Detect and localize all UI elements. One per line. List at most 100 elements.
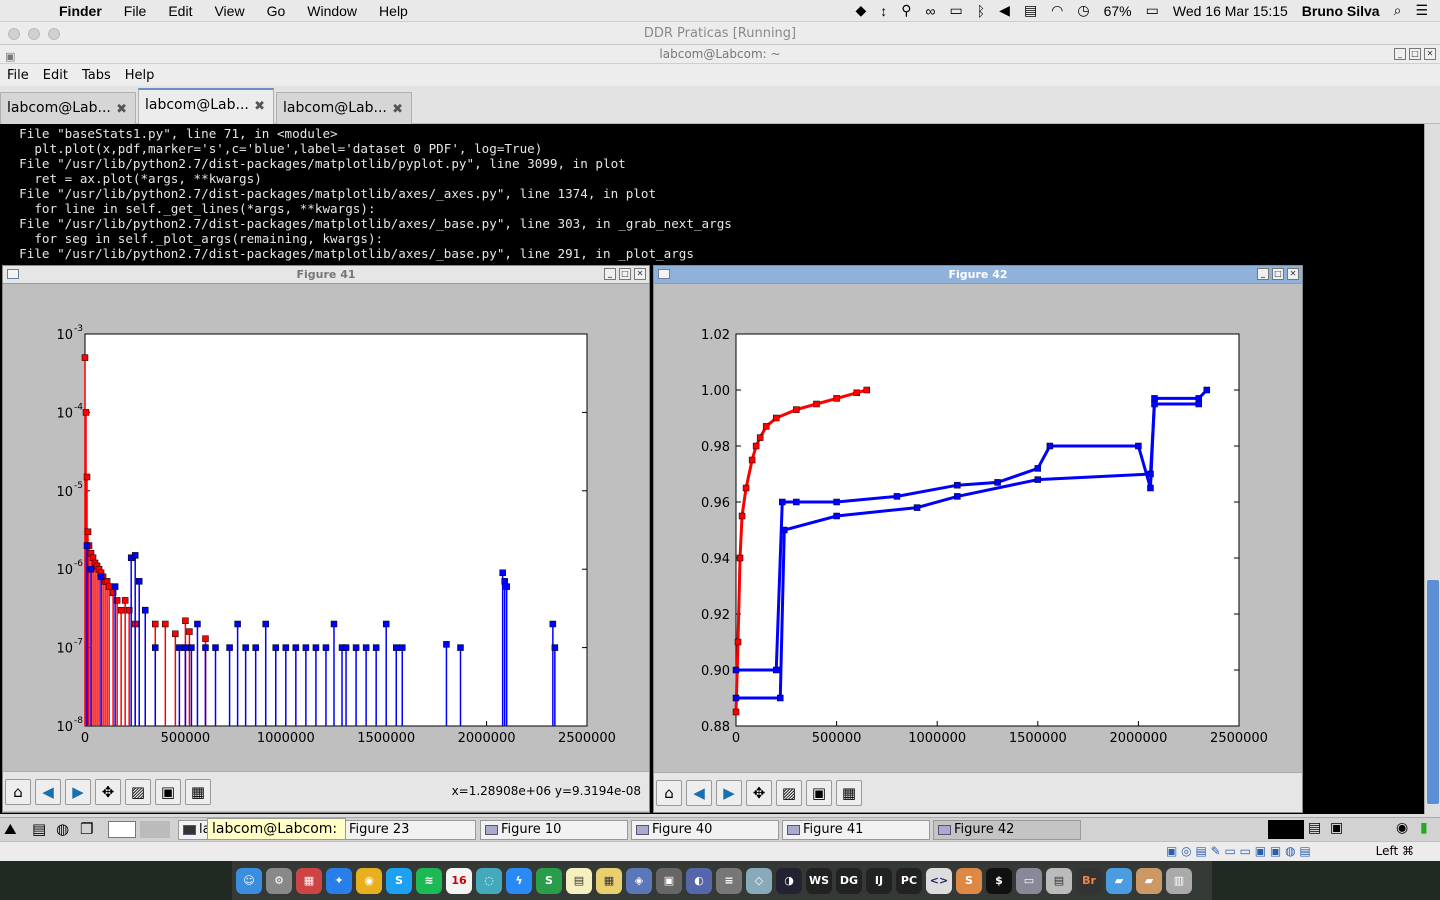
menu-go[interactable]: Go [266, 2, 286, 19]
terminal-dock-icon[interactable]: $ [986, 867, 1012, 894]
terminal-tab-2[interactable]: labcom@Lab... ✖ [138, 88, 274, 124]
volume-icon[interactable]: ◀ [999, 2, 1010, 18]
save-icon[interactable]: ▦ [836, 779, 862, 806]
battery-icon[interactable]: ▭ [1145, 2, 1159, 18]
menu-window[interactable]: Window [307, 2, 358, 19]
close-tab-icon[interactable]: ✖ [392, 102, 403, 117]
terminal-scrollbar-thumb[interactable] [1427, 580, 1439, 804]
bluetooth-icon[interactable]: ᛒ [976, 2, 986, 19]
forward-icon[interactable]: ▶ [65, 778, 91, 805]
pan-icon[interactable]: ✥ [746, 779, 772, 806]
vm-zoom-button[interactable] [48, 28, 60, 40]
task-figure-10[interactable]: Figure 10 [480, 820, 628, 840]
virtualbox-icon[interactable]: ◈ [626, 867, 652, 894]
sync-icon[interactable]: ↕ [880, 2, 888, 19]
terminal-menu-help[interactable]: Help [124, 67, 155, 83]
subplots-icon[interactable]: ▣ [155, 778, 181, 805]
figure-42-chart[interactable]: 0 500000 1000000 1500000 2000000 2500000 1.02 1… [658, 288, 1300, 770]
task-figure-40[interactable]: Figure 40 [631, 820, 779, 840]
subplots-icon[interactable]: ▣ [806, 779, 832, 806]
close-button[interactable]: ✕ [1287, 268, 1299, 280]
browser-icon[interactable]: ◍ [56, 820, 70, 838]
webstorm-icon[interactable]: WS [806, 867, 832, 894]
figure-41-window[interactable]: Figure 41 _ □ ✕ 0 500000 1000000 1500000 200… [2, 265, 650, 813]
back-icon[interactable]: ◀ [686, 779, 712, 806]
downloads-folder-icon[interactable]: ▰ [1136, 867, 1162, 894]
terminal-minimize-button[interactable]: _ [1394, 48, 1406, 60]
calendar-icon[interactable]: 16 [446, 867, 472, 894]
glasses-icon[interactable]: ∞ [925, 2, 936, 19]
stickies-icon[interactable]: ▦ [596, 867, 622, 894]
messenger-icon[interactable]: ϟ [506, 867, 532, 894]
menu-file[interactable]: File [123, 2, 147, 19]
home-icon[interactable]: ⌂ [5, 778, 31, 805]
vm-minimize-button[interactable] [28, 28, 40, 40]
wifi-icon[interactable]: ◠ [1051, 2, 1064, 18]
terminal-scrollbar[interactable] [1424, 124, 1440, 814]
file-manager-icon[interactable]: ▤ [32, 820, 47, 838]
network-icon[interactable]: ▣ [1330, 820, 1344, 836]
minimize-all-icon[interactable]: ❐ [80, 820, 94, 838]
minimize-button[interactable]: _ [1257, 268, 1269, 280]
figure-42-canvas[interactable]: 0 500000 1000000 1500000 2000000 2500000 1.02 1… [658, 288, 1300, 770]
dropbox-icon[interactable]: ◆ [855, 2, 867, 18]
close-tab-icon[interactable]: ✖ [116, 102, 127, 117]
sublime-icon[interactable]: S [956, 867, 982, 894]
menu-edit[interactable]: Edit [168, 2, 193, 19]
box-icon[interactable]: ◇ [746, 867, 772, 894]
database-icon[interactable]: ≡ [716, 867, 742, 894]
skype-icon[interactable]: S [386, 867, 412, 894]
photos-icon[interactable]: ▣ [656, 867, 682, 894]
figure-41-titlebar[interactable]: Figure 41 _ □ ✕ [3, 266, 649, 284]
terminal-menu-file[interactable]: File [7, 67, 29, 83]
airplay-icon[interactable]: ▭ [949, 2, 963, 18]
datagrip-icon[interactable]: DG [836, 867, 862, 894]
spotify-icon[interactable]: ≋ [416, 867, 442, 894]
terminal-menu-tabs[interactable]: Tabs [81, 67, 111, 83]
bridge-icon[interactable]: Br [1076, 867, 1102, 894]
network-tool-icon[interactable]: ▭ [1016, 867, 1042, 894]
zoom-icon[interactable]: ▨ [776, 779, 802, 806]
terminal-maximize-button[interactable]: □ [1409, 48, 1421, 60]
zoom-icon[interactable]: ▨ [125, 778, 151, 805]
maximize-button[interactable]: □ [1272, 268, 1284, 280]
clipboard-icon[interactable]: ▤ [1308, 820, 1322, 836]
task-figure-42[interactable]: Figure 42 [933, 820, 1081, 840]
close-tab-icon[interactable]: ✖ [254, 99, 265, 114]
finder-icon[interactable]: ☺ [236, 867, 262, 894]
terminal-close-button[interactable]: ✕ [1424, 48, 1436, 60]
menu-finder[interactable]: Finder [59, 2, 102, 19]
trash-icon[interactable]: ▥ [1166, 867, 1192, 894]
terminal-tab-1[interactable]: labcom@Lab... ✖ [0, 92, 136, 124]
wifi-signal-icon[interactable]: ⚲ [901, 2, 912, 18]
start-menu-icon[interactable]: ⛰ [4, 820, 17, 838]
user-name[interactable]: Bruno Silva [1301, 2, 1380, 19]
chrome-icon[interactable]: ◉ [356, 867, 382, 894]
scrivener-icon[interactable]: S [536, 867, 562, 894]
task-terminal[interactable]: la [178, 820, 211, 840]
menu-view[interactable]: View [214, 2, 245, 19]
clock[interactable]: Wed 16 Mar 15:15 [1172, 2, 1288, 19]
figure-41-canvas[interactable]: 0 500000 1000000 1500000 2000000 2500000 10 -3 1… [7, 288, 647, 768]
battery-tray-icon[interactable]: ▮ [1420, 820, 1428, 836]
desktop-pager-2[interactable] [140, 821, 170, 838]
update-icon[interactable]: ◉ [1396, 820, 1409, 836]
pycharm-icon[interactable]: PC [896, 867, 922, 894]
minimize-button[interactable]: _ [604, 268, 616, 280]
vm-status-icons[interactable]: ▣ ◎ ▤ ✎ ▭ ▭ ▣ ▣ ◍ ▤ [1166, 844, 1311, 858]
vm-close-button[interactable] [8, 28, 20, 40]
terminal-menu-edit[interactable]: Edit [42, 67, 68, 83]
figure-42-titlebar[interactable]: Figure 42 _ □ ✕ [654, 266, 1302, 284]
netbeans-icon[interactable]: ◑ [776, 867, 802, 894]
console-icon[interactable]: ▤ [1046, 867, 1072, 894]
close-button[interactable]: ✕ [634, 268, 646, 280]
menu-help[interactable]: Help [379, 2, 408, 19]
terminal-tab-3[interactable]: labcom@Lab... ✖ [276, 92, 412, 124]
intellij-icon[interactable]: IJ [866, 867, 892, 894]
keyboard-icon[interactable]: ▤ [1023, 2, 1038, 18]
spotlight-icon[interactable]: ⌕ [1393, 2, 1402, 18]
desktop-pager-1[interactable] [108, 821, 136, 838]
preview-icon[interactable]: ▦ [296, 867, 322, 894]
system-preferences-icon[interactable]: ⚙ [266, 867, 292, 894]
